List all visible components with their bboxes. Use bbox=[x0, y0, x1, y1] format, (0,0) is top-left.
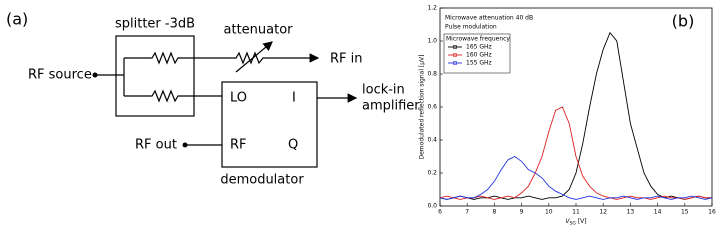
label: LO bbox=[230, 91, 247, 106]
x-tick-label: 11 bbox=[572, 209, 580, 216]
panel-label: (a) bbox=[6, 10, 28, 29]
resistor bbox=[124, 51, 228, 65]
label: Q bbox=[288, 138, 298, 153]
legend-label: 155 GHz bbox=[466, 60, 492, 67]
label: I bbox=[292, 91, 296, 106]
x-tick-label: 7 bbox=[465, 209, 469, 216]
legend-label: 165 GHz bbox=[466, 44, 492, 51]
figure: (a) splitter -3dB RF source attenuator R… bbox=[6, 5, 716, 226]
series-line bbox=[439, 106, 712, 200]
y-tick-label: 0.2 bbox=[427, 170, 437, 177]
x-tick-label: 16 bbox=[708, 209, 716, 216]
label: amplifier bbox=[362, 99, 420, 114]
y-tick-label: 0.4 bbox=[427, 137, 437, 144]
label: RF in bbox=[330, 52, 363, 67]
splitter-box bbox=[115, 35, 195, 117]
x-tick-label: 6 bbox=[438, 209, 442, 216]
y-tick-label: 0.6 bbox=[427, 104, 437, 111]
y-tick-label: 0.8 bbox=[427, 71, 437, 78]
label: RF out bbox=[135, 138, 177, 153]
label: splitter -3dB bbox=[115, 17, 195, 32]
legend-marker bbox=[453, 61, 457, 65]
x-label-unit: [V] bbox=[578, 218, 587, 225]
label: RF bbox=[230, 138, 247, 153]
legend-marker bbox=[453, 53, 457, 57]
x-label-subscript: SG bbox=[569, 220, 576, 225]
x-tick-label: 9 bbox=[520, 209, 524, 216]
y-axis-label: Demodulated reflection signal [μV] bbox=[419, 55, 426, 160]
chart: 0.0 0.2 0.4 0.6 0.8 1.0 1.2 6 7 8 9 10 11 12 13 14 15 16 D… bbox=[419, 5, 716, 226]
x-tick-label: 12 bbox=[599, 209, 607, 216]
x-tick-label: 10 bbox=[545, 209, 553, 216]
diagram: (a) splitter -3dB RF source attenuator R… bbox=[6, 10, 420, 188]
demodulator-box bbox=[221, 81, 318, 168]
x-tick-label: 13 bbox=[627, 209, 635, 216]
series-line bbox=[439, 155, 713, 200]
legend-label: 160 GHz bbox=[466, 52, 492, 59]
x-axis-label: VSG [V] bbox=[565, 218, 586, 226]
resistor bbox=[124, 89, 222, 103]
y-tick-label: 0.0 bbox=[427, 203, 437, 210]
x-tick-label: 8 bbox=[492, 209, 496, 216]
annotation: Pulse modulation bbox=[445, 24, 497, 31]
y-tick-label: 1.0 bbox=[427, 38, 437, 45]
x-label-symbol: V bbox=[565, 218, 570, 225]
series-line bbox=[439, 31, 712, 200]
x-tick-label: 15 bbox=[681, 209, 689, 216]
label: demodulator bbox=[220, 173, 304, 188]
attenuator bbox=[228, 51, 270, 65]
x-tick-label: 14 bbox=[654, 209, 662, 216]
label: attenuator bbox=[224, 23, 294, 38]
legend-marker bbox=[453, 45, 457, 49]
label: lock-in bbox=[362, 83, 405, 98]
arrow bbox=[235, 41, 273, 73]
panel-label: (b) bbox=[672, 12, 695, 31]
legend-title: Microwave frequency bbox=[446, 36, 510, 43]
y-tick-label: 1.2 bbox=[427, 5, 437, 12]
annotation: Microwave attenuation 40 dB bbox=[445, 15, 533, 22]
label: RF source bbox=[28, 68, 92, 83]
